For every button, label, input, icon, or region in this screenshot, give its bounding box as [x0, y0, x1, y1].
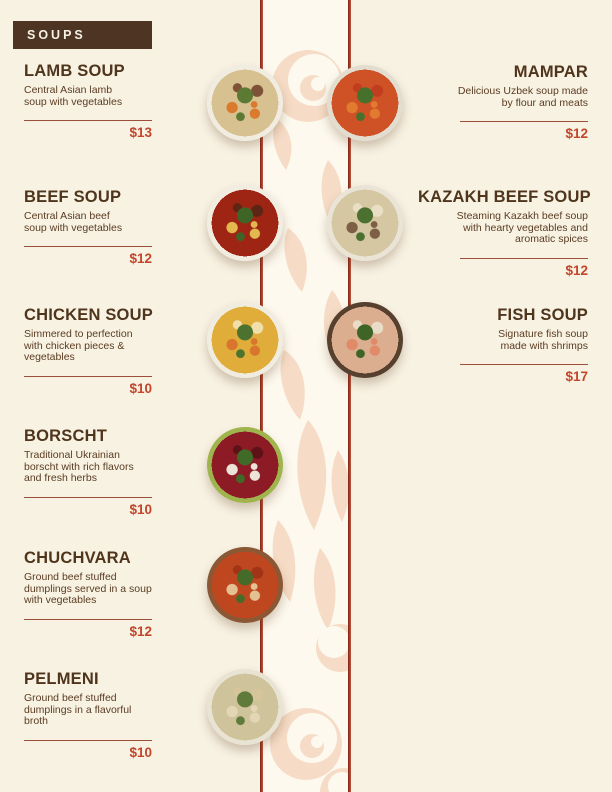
- borscht-photo: [207, 427, 283, 503]
- item-price: $10: [129, 380, 152, 396]
- menu-item-kazakh-beef-soup: KAZAKH BEEF SOUP Steaming Kazakh beef so…: [418, 188, 591, 278]
- price-divider: [460, 257, 588, 259]
- item-title: FISH SOUP: [497, 306, 588, 324]
- item-title: BEEF SOUP: [24, 188, 122, 206]
- beef-soup-photo: [207, 185, 283, 261]
- menu-item-lamb-soup: LAMB SOUP Central Asian lamb soup with v…: [24, 62, 152, 140]
- price-divider: [24, 618, 152, 620]
- item-description: Central Asian lamb soup with vegetables: [24, 84, 123, 108]
- item-title: BORSCHT: [24, 427, 107, 445]
- item-title: LAMB SOUP: [24, 62, 125, 80]
- item-price: $12: [565, 126, 588, 141]
- price-divider: [460, 364, 588, 365]
- item-price: $17: [565, 369, 588, 384]
- mampar-photo: [327, 65, 403, 141]
- menu-item-beef-soup: BEEF SOUP Central Asian beef soup with v…: [24, 188, 152, 266]
- item-description: Traditional Ukrainian borscht with rich …: [24, 449, 134, 484]
- right-vertical-rule: [348, 0, 351, 792]
- item-title: CHICKEN SOUP: [24, 306, 153, 324]
- item-price: $12: [565, 262, 588, 278]
- menu-item-chuchvara: CHUCHVARA Ground beef stuffed dumplings …: [24, 549, 152, 639]
- item-price: $12: [129, 623, 152, 639]
- item-description: Ground beef stuffed dumplings in a flavo…: [24, 692, 132, 727]
- price-divider: [24, 739, 152, 741]
- item-description: Ground beef stuffed dumplings served in …: [24, 571, 152, 606]
- item-price: $13: [129, 125, 152, 140]
- item-description: Signature fish soup made with shrimps: [498, 328, 588, 352]
- section-badge-soups: SOUPS: [13, 21, 152, 49]
- item-description: Steaming Kazakh beef soup with hearty ve…: [456, 210, 588, 245]
- item-description: Simmered to perfection with chicken piec…: [24, 328, 133, 363]
- fish-soup-photo: [327, 302, 403, 378]
- left-vertical-rule: [260, 0, 263, 792]
- menu-item-pelmeni: PELMENI Ground beef stuffed dumplings in…: [24, 670, 152, 760]
- item-title: CHUCHVARA: [24, 549, 131, 567]
- price-divider: [24, 120, 152, 121]
- item-price: $12: [129, 251, 152, 266]
- item-description: Delicious Uzbek soup made by flour and m…: [457, 85, 588, 109]
- price-divider: [24, 246, 152, 247]
- kazakh-beef-soup-photo: [327, 185, 403, 261]
- item-price: $10: [129, 501, 152, 517]
- item-description: Central Asian beef soup with vegetables: [24, 210, 123, 234]
- price-divider: [460, 121, 588, 122]
- chicken-soup-photo: [207, 302, 283, 378]
- lamb-soup-photo: [207, 65, 283, 141]
- menu-item-fish-soup: FISH SOUP Signature fish soup made with …: [418, 306, 588, 384]
- pelmeni-photo: [207, 669, 283, 745]
- chuchvara-photo: [207, 547, 283, 623]
- item-title: MAMPAR: [513, 63, 588, 81]
- item-title: KAZAKH BEEF SOUP: [418, 188, 591, 206]
- price-divider: [24, 375, 152, 377]
- menu-item-chicken-soup: CHICKEN SOUP Simmered to perfection with…: [24, 306, 153, 396]
- menu-item-mampar: MAMPAR Delicious Uzbek soup made by flou…: [418, 63, 588, 141]
- item-title: PELMENI: [24, 670, 99, 688]
- price-divider: [24, 496, 152, 498]
- menu-item-borscht: BORSCHT Traditional Ukrainian borscht wi…: [24, 427, 152, 517]
- item-price: $10: [129, 744, 152, 760]
